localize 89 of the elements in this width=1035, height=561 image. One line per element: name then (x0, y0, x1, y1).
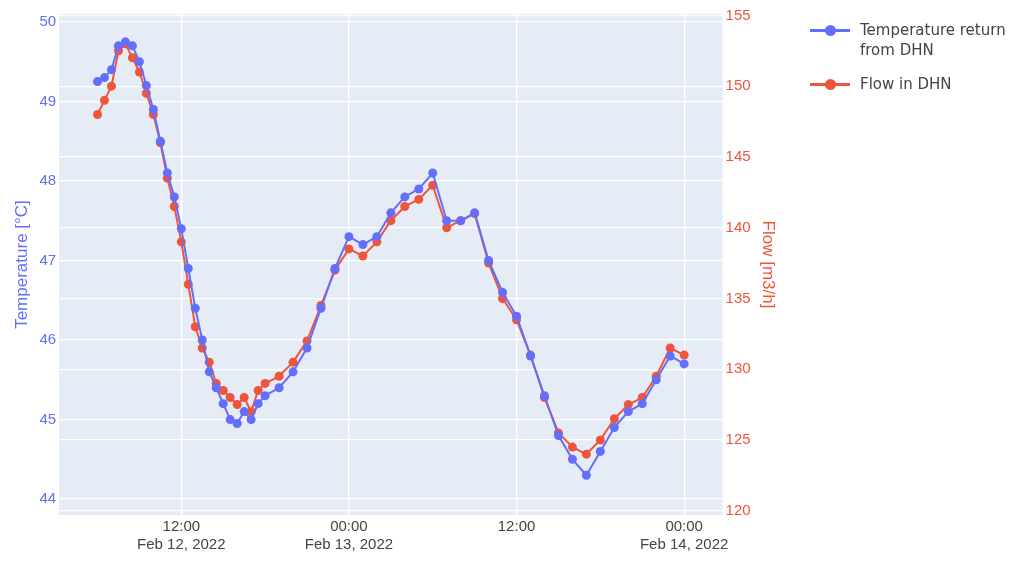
point (162, 168, 172, 178)
point (372, 232, 382, 242)
point (651, 375, 661, 385)
point (225, 415, 235, 425)
x-tick-label: 12:00 (497, 517, 536, 535)
point (246, 415, 256, 425)
point (93, 77, 102, 87)
point (623, 407, 633, 417)
point (218, 399, 228, 409)
point (344, 244, 354, 254)
point (260, 391, 270, 401)
y-axis-title: Temperature [°C] (11, 200, 31, 329)
point (190, 303, 200, 313)
legend-label: Temperature return from DHN (860, 20, 1007, 60)
x-tick-label: 12:00 Feb 12, 2022 (137, 517, 226, 553)
x-tick-label: 00:00 Feb 13, 2022 (304, 517, 394, 553)
point (134, 57, 144, 67)
point (288, 357, 298, 367)
point (428, 168, 438, 178)
point (93, 109, 102, 119)
point (512, 311, 522, 321)
point (274, 371, 284, 381)
y2-tick-label: 140 (725, 217, 751, 235)
point (581, 449, 591, 459)
point (498, 287, 508, 297)
point (288, 367, 298, 377)
point (358, 251, 368, 261)
y-tick-label: 44 (39, 489, 57, 507)
point (113, 41, 123, 51)
point (400, 192, 410, 202)
point (106, 81, 116, 91)
point (665, 351, 675, 361)
point (127, 41, 137, 51)
point (609, 414, 619, 424)
y2-tick-label: 130 (725, 359, 751, 377)
y2-tick-label: 145 (725, 147, 751, 165)
y2-tick-label: 150 (725, 76, 751, 94)
point (358, 240, 368, 250)
legend-label: Flow in DHN (860, 74, 952, 94)
y2-tick-label: 120 (725, 500, 751, 518)
y-tick-label: 50 (39, 12, 57, 30)
point (274, 383, 284, 393)
point (99, 73, 109, 83)
point (183, 263, 193, 273)
y-tick-label: 47 (39, 250, 57, 268)
x-tick-label: 00:00 Feb 14, 2022 (639, 517, 729, 553)
point (302, 343, 312, 353)
point (232, 419, 242, 429)
point (637, 399, 647, 409)
point (225, 393, 235, 403)
point (567, 454, 577, 464)
y-tick-label: 45 (39, 409, 57, 427)
point (239, 407, 249, 417)
point (609, 423, 619, 433)
point (567, 442, 577, 452)
point (595, 435, 605, 445)
point (218, 385, 228, 395)
point (386, 208, 396, 218)
point (211, 383, 221, 393)
point (679, 359, 689, 369)
y2-axis-title: Flow [m3/h] (759, 220, 779, 309)
point (197, 335, 207, 345)
y2-tick-label: 155 (725, 5, 751, 23)
point (253, 399, 263, 409)
point (665, 343, 675, 353)
y-tick-label: 46 (39, 330, 57, 348)
point (442, 216, 452, 226)
point (232, 400, 242, 410)
point (679, 350, 689, 360)
point (141, 81, 151, 91)
point (169, 192, 179, 202)
point (253, 385, 263, 395)
point (176, 224, 186, 234)
point (414, 194, 424, 204)
y-tick-label: 49 (39, 91, 57, 109)
point (400, 201, 410, 211)
y2-tick-label: 135 (725, 288, 751, 306)
y2-tick-label: 125 (725, 430, 751, 448)
point (595, 446, 605, 456)
point (260, 378, 270, 388)
point (148, 104, 158, 114)
point (99, 95, 109, 105)
y-tick-label: 48 (39, 171, 57, 189)
point (106, 65, 116, 75)
point (239, 393, 249, 403)
point (581, 470, 591, 480)
point (344, 232, 354, 242)
point (204, 367, 214, 377)
point (414, 184, 424, 194)
